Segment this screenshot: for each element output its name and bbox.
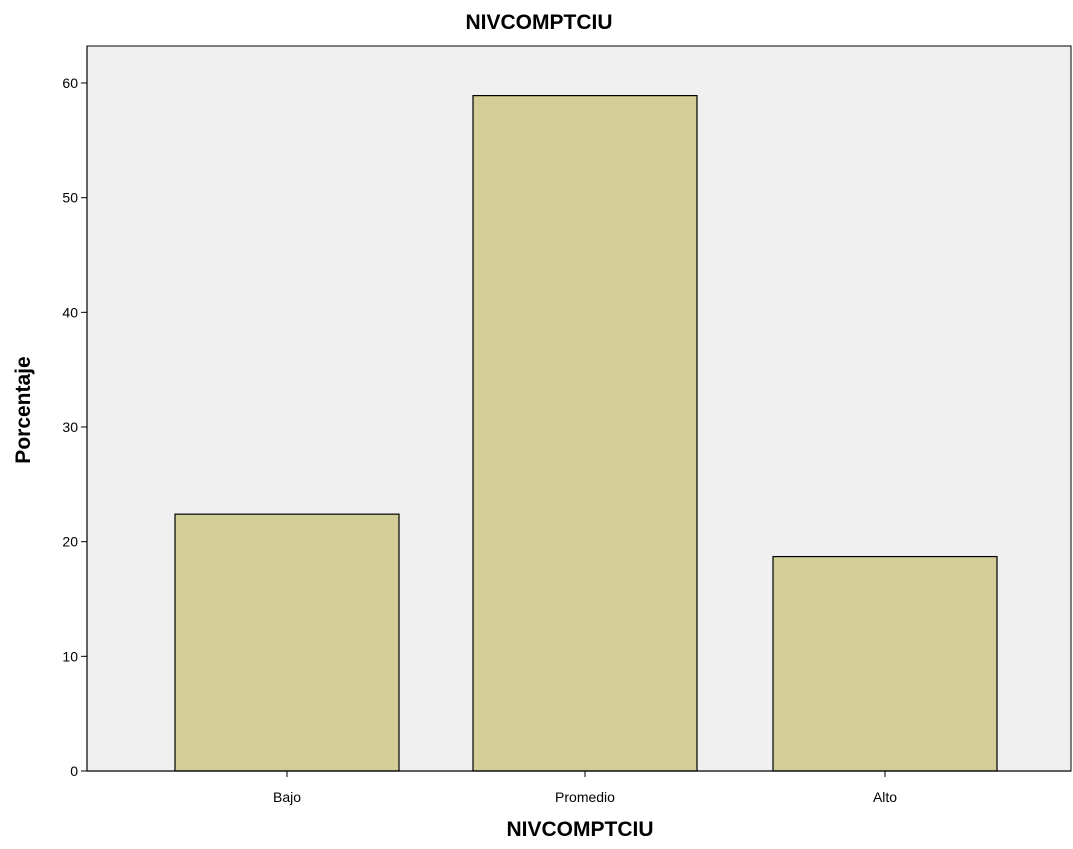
x-tick-label-promedio: Promedio [555, 789, 615, 805]
bar-promedio [472, 95, 698, 772]
y-tick-label: 10 [62, 648, 78, 664]
y-tick-label: 50 [62, 190, 78, 206]
y-tick-label: 30 [62, 419, 78, 435]
y-tick-label: 20 [62, 534, 78, 550]
axes-layer: 0 10 20 30 40 50 60 Bajo Promedio Alto [62, 46, 1071, 805]
chart-title: NIVCOMPTCIU [466, 11, 613, 34]
y-tick-label: 40 [62, 304, 78, 320]
bar-alto [772, 555, 998, 772]
bar-bajo [174, 513, 400, 772]
bars-layer [174, 95, 998, 772]
y-tick-label: 60 [62, 75, 78, 91]
y-axis-title: Porcentaje [12, 356, 35, 463]
x-tick-label-alto: Alto [873, 789, 897, 805]
x-tick-label-bajo: Bajo [273, 789, 301, 805]
y-tick-label: 0 [70, 763, 78, 779]
x-axis-title: NIVCOMPTCIU [507, 818, 654, 841]
